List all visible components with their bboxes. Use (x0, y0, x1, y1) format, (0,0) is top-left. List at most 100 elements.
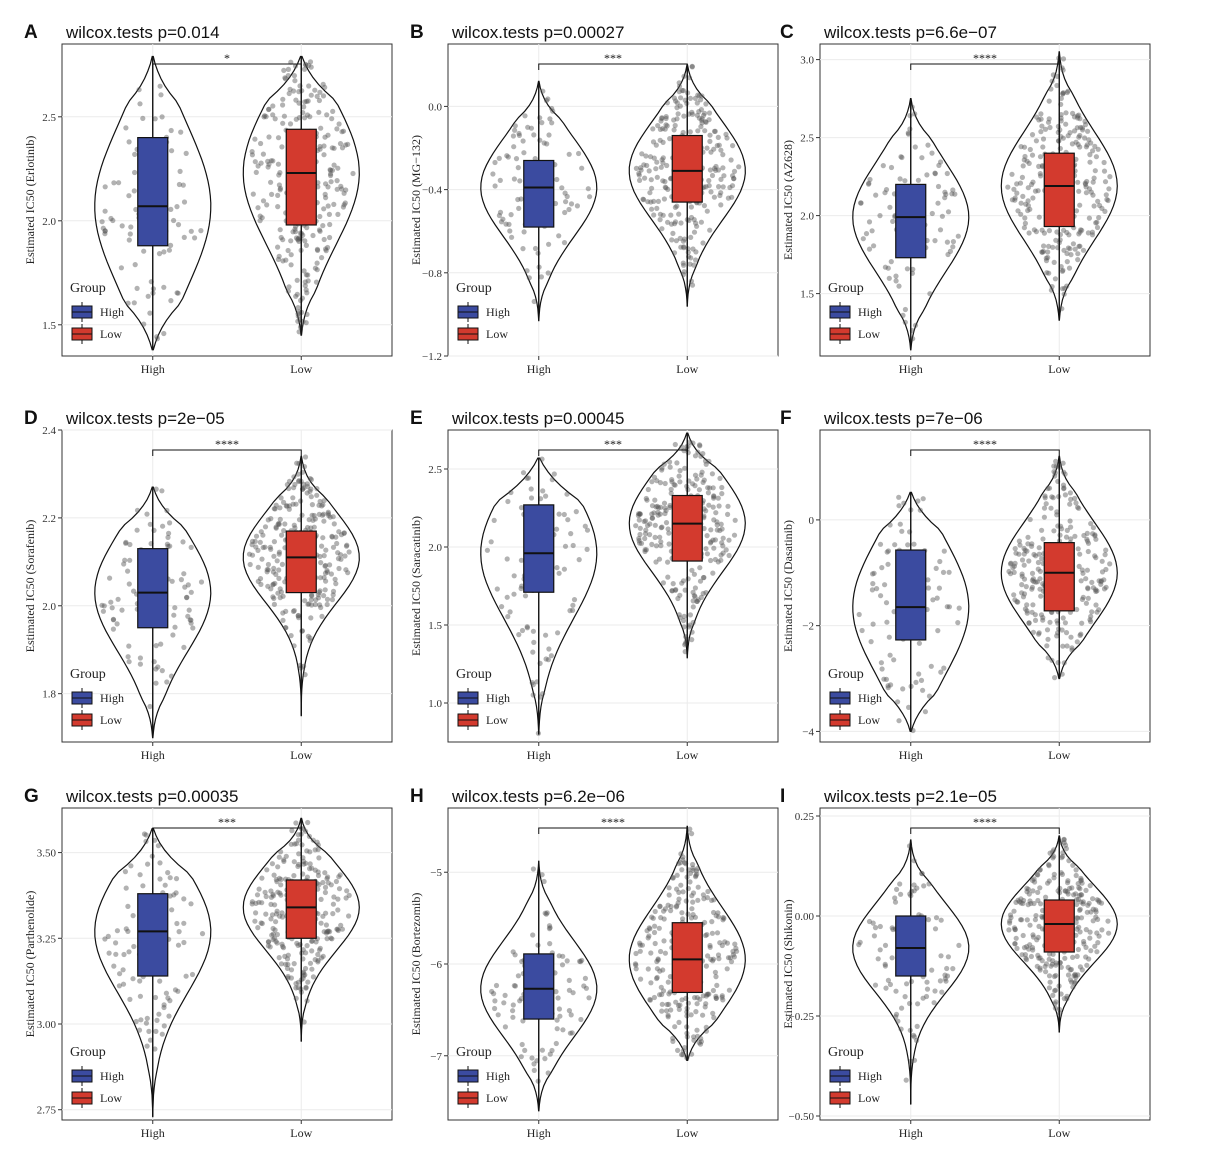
data-point (154, 1017, 160, 1024)
data-point (703, 184, 709, 190)
data-point (277, 913, 283, 919)
data-point (518, 996, 525, 1002)
data-point (266, 939, 272, 945)
data-point (319, 613, 325, 620)
data-point (646, 168, 652, 174)
data-point (674, 203, 680, 209)
data-point (276, 182, 282, 188)
data-point (329, 116, 335, 122)
legend-title: Group (456, 667, 492, 682)
data-point (1007, 561, 1014, 567)
data-point (338, 552, 344, 558)
data-point (662, 950, 669, 956)
data-point (712, 556, 719, 563)
data-point (1079, 880, 1085, 886)
data-point (888, 682, 894, 688)
data-point (1081, 941, 1087, 947)
data-point (883, 676, 890, 683)
data-point (635, 512, 642, 519)
data-point (1074, 606, 1080, 613)
data-point (1073, 872, 1079, 879)
data-point (700, 892, 707, 898)
data-point (1030, 602, 1036, 608)
data-point (322, 563, 328, 569)
data-point (522, 593, 529, 599)
data-point (888, 164, 895, 171)
data-point (1059, 855, 1065, 861)
data-point (1078, 899, 1084, 905)
data-point (1076, 188, 1082, 194)
data-point (316, 97, 322, 104)
data-point (1021, 897, 1027, 904)
data-point (1088, 948, 1094, 954)
data-point (331, 162, 337, 168)
data-point (561, 240, 568, 246)
data-point (265, 164, 271, 170)
data-point (561, 566, 568, 572)
data-point (935, 200, 941, 206)
data-point (674, 460, 680, 466)
data-point (560, 1027, 566, 1033)
data-point (1090, 585, 1096, 591)
data-point (305, 278, 311, 284)
data-point (323, 930, 330, 936)
data-point (303, 320, 309, 326)
data-point (340, 204, 346, 210)
data-point (270, 582, 276, 588)
data-point (662, 480, 668, 487)
data-point (312, 265, 318, 271)
data-point (720, 543, 726, 549)
data-point (174, 290, 180, 296)
data-point (556, 570, 562, 576)
data-point (305, 484, 311, 490)
data-point (301, 663, 307, 669)
data-point (1060, 91, 1066, 97)
data-point (710, 537, 716, 543)
data-point (549, 120, 555, 126)
data-point (530, 692, 536, 698)
data-point (677, 468, 683, 474)
data-point (677, 592, 683, 598)
data-point (587, 194, 593, 200)
data-point (325, 929, 331, 935)
data-point (303, 62, 309, 68)
data-point (157, 83, 163, 89)
data-point (641, 162, 647, 168)
data-point (704, 208, 710, 214)
data-point (160, 523, 166, 529)
data-point (269, 932, 275, 938)
data-point (668, 1007, 674, 1013)
data-point (311, 512, 317, 519)
data-point (188, 901, 194, 907)
data-point (682, 587, 688, 593)
data-point (176, 181, 182, 188)
data-point (942, 972, 948, 978)
data-point (307, 638, 313, 644)
data-point (914, 885, 920, 891)
data-point (521, 150, 527, 156)
data-point (573, 509, 579, 515)
data-point (1022, 547, 1028, 553)
data-point (296, 615, 302, 621)
data-point (330, 514, 336, 520)
data-point (1071, 114, 1078, 120)
data-point (1037, 867, 1043, 873)
data-point (255, 547, 261, 554)
data-point (1040, 248, 1046, 254)
data-point (304, 225, 310, 231)
data-point (658, 539, 664, 545)
data-point (1052, 988, 1058, 994)
data-point (694, 1027, 700, 1033)
data-point (579, 165, 585, 171)
data-point (170, 632, 176, 638)
data-point (679, 87, 685, 94)
data-point (140, 115, 146, 121)
panel-title: wilcox.tests p=0.00035 (65, 787, 238, 806)
data-point (302, 598, 308, 604)
data-point (1046, 116, 1052, 122)
data-point (941, 665, 947, 671)
data-point (704, 932, 710, 938)
data-point (886, 275, 892, 281)
data-point (688, 1012, 694, 1018)
data-point (528, 125, 535, 131)
